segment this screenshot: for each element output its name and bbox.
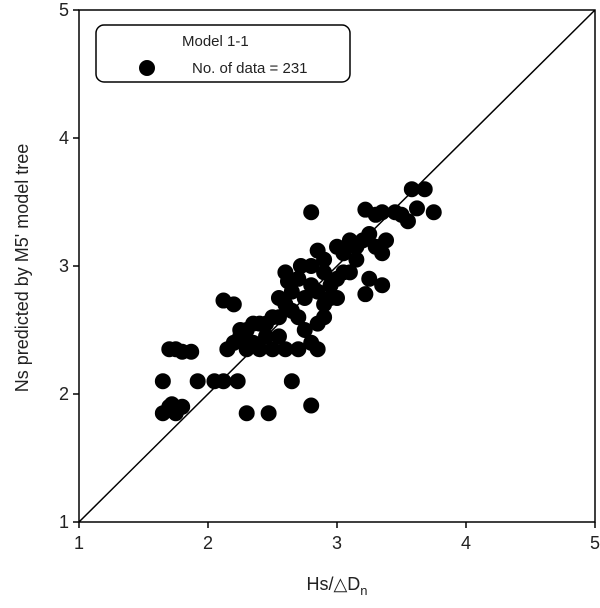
scatter-point bbox=[163, 396, 180, 413]
x-tick-label: 3 bbox=[332, 533, 342, 553]
scatter-point bbox=[335, 245, 352, 262]
x-axis-label-main: Hs/△D bbox=[306, 574, 360, 594]
scatter-point bbox=[374, 277, 391, 294]
scatter-point bbox=[316, 309, 333, 326]
scatter-point bbox=[251, 341, 268, 358]
scatter-point bbox=[215, 373, 232, 390]
scatter-point bbox=[277, 341, 294, 358]
scatter-point bbox=[225, 296, 242, 313]
scatter-point bbox=[154, 373, 171, 390]
legend-marker bbox=[139, 60, 155, 76]
scatter-point bbox=[245, 315, 262, 332]
scatter-point bbox=[232, 322, 249, 338]
scatter-point bbox=[374, 245, 391, 262]
scatter-point bbox=[374, 204, 391, 221]
scatter-point bbox=[283, 302, 300, 319]
scatter-point bbox=[189, 373, 206, 390]
legend-box bbox=[95, 24, 351, 83]
scatter-point bbox=[357, 286, 374, 303]
scatter-point bbox=[283, 373, 300, 390]
y-tick-label: 5 bbox=[59, 0, 69, 20]
reference-line bbox=[78, 9, 596, 523]
scatter-point bbox=[399, 213, 416, 230]
scatter-point bbox=[238, 405, 255, 422]
scatter-point bbox=[303, 258, 320, 274]
x-tick-label: 2 bbox=[203, 533, 213, 553]
y-tick-label: 4 bbox=[59, 128, 69, 148]
legend-label: No. of data = 231 bbox=[192, 60, 308, 77]
scatter-point bbox=[348, 251, 365, 268]
scatter-point bbox=[309, 341, 326, 358]
x-axis-label: Hs/△Dn bbox=[306, 574, 367, 598]
scatter-point bbox=[229, 373, 246, 390]
x-tick-label: 4 bbox=[461, 533, 471, 553]
y-axis-label: Ns predicted by M5' model tree bbox=[12, 144, 32, 393]
scatter-point bbox=[425, 204, 442, 221]
y-tick-label: 3 bbox=[59, 256, 69, 276]
scatter-point bbox=[296, 322, 313, 338]
scatter-point bbox=[258, 328, 275, 345]
scatter-point bbox=[329, 290, 345, 306]
scatter-point bbox=[309, 283, 326, 300]
scatter-point bbox=[316, 264, 333, 281]
scatter-point bbox=[238, 341, 255, 358]
scatter-point bbox=[260, 405, 277, 422]
scatter-point bbox=[264, 341, 281, 358]
scatter-point bbox=[303, 397, 320, 414]
scatter-point bbox=[183, 343, 200, 360]
x-tick-label: 1 bbox=[74, 533, 84, 553]
scatter-point bbox=[270, 290, 287, 306]
legend-title: Model 1-1 bbox=[182, 33, 249, 50]
scatter-point bbox=[416, 181, 433, 198]
scatter-point bbox=[316, 251, 333, 268]
scatter-point bbox=[341, 264, 358, 281]
scatter-point bbox=[361, 270, 378, 287]
scatter-point bbox=[296, 290, 313, 306]
y-tick-label: 1 bbox=[59, 512, 69, 532]
scatter-point bbox=[303, 204, 320, 221]
scatter-point bbox=[290, 341, 307, 358]
scatter-point bbox=[408, 200, 425, 217]
scatter-point bbox=[270, 328, 287, 345]
scatter-point bbox=[361, 226, 378, 242]
scatter-point bbox=[378, 232, 395, 249]
x-tick-label: 5 bbox=[590, 533, 600, 553]
scatter-point bbox=[403, 181, 420, 198]
x-axis-label-sub: n bbox=[360, 583, 367, 598]
scatter-point bbox=[258, 315, 275, 332]
scatter-point bbox=[279, 273, 296, 290]
y-tick-label: 2 bbox=[59, 384, 69, 404]
